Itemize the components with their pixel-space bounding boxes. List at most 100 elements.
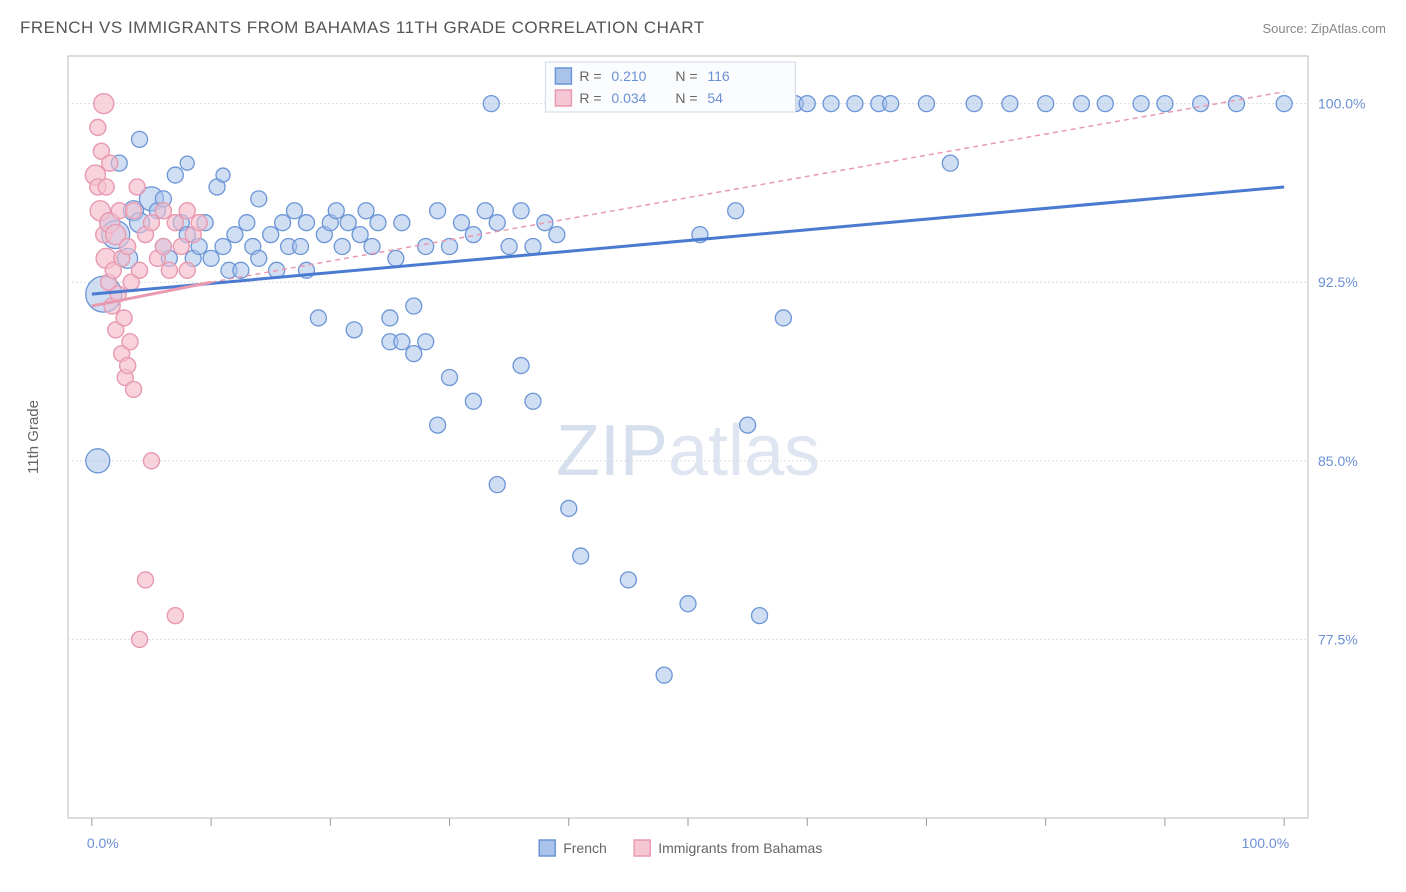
chart-area: 100.0%92.5%85.0%77.5%0.0%100.0%11th Grad… (20, 48, 1386, 878)
blue-point (489, 215, 505, 231)
blue-point (1193, 96, 1209, 112)
blue-point (620, 572, 636, 588)
blue-point (263, 227, 279, 243)
bottom-swatch-pink (634, 840, 650, 856)
legend-r-pink: 0.034 (611, 90, 646, 106)
y-tick-label: 100.0% (1318, 96, 1365, 112)
blue-point (573, 548, 589, 564)
blue-point (918, 96, 934, 112)
bottom-swatch-blue (539, 840, 555, 856)
blue-point (1002, 96, 1018, 112)
blue-point (364, 239, 380, 255)
legend-n-label: N = (675, 90, 697, 106)
blue-point (656, 667, 672, 683)
blue-point (287, 203, 303, 219)
blue-point (430, 203, 446, 219)
blue-point (394, 215, 410, 231)
blue-point (1276, 96, 1292, 112)
blue-point (275, 215, 291, 231)
legend-n-pink: 54 (707, 90, 723, 106)
pink-point (129, 179, 145, 195)
blue-point (216, 168, 230, 182)
pink-point (122, 334, 138, 350)
blue-point (388, 250, 404, 266)
pink-point (102, 155, 118, 171)
blue-point (293, 239, 309, 255)
pink-point (132, 262, 148, 278)
pink-point (94, 94, 114, 114)
pink-point (132, 631, 148, 647)
legend-swatch-blue (555, 68, 571, 84)
blue-point (418, 334, 434, 350)
blue-point (1133, 96, 1149, 112)
blue-point (203, 250, 219, 266)
blue-point (406, 298, 422, 314)
trend-line-pink-extrapolated (211, 92, 1284, 283)
x-max-label: 100.0% (1242, 835, 1289, 851)
pink-point (116, 310, 132, 326)
pink-point (138, 572, 154, 588)
pink-point (167, 608, 183, 624)
pink-point (126, 203, 142, 219)
pink-point (120, 358, 136, 374)
blue-point (406, 346, 422, 362)
y-tick-label: 77.5% (1318, 631, 1358, 647)
watermark: ZIPatlas (556, 411, 820, 491)
blue-point (352, 227, 368, 243)
blue-point (340, 215, 356, 231)
pink-point (126, 381, 142, 397)
blue-point (525, 393, 541, 409)
y-axis-label: 11th Grade (25, 400, 42, 474)
blue-point (561, 500, 577, 516)
blue-point (465, 393, 481, 409)
blue-point (310, 310, 326, 326)
blue-point (334, 239, 350, 255)
bottom-label-pink: Immigrants from Bahamas (658, 840, 822, 856)
blue-point (489, 477, 505, 493)
pink-point (179, 262, 195, 278)
pink-point (191, 215, 207, 231)
blue-point (1157, 96, 1173, 112)
blue-point (549, 227, 565, 243)
blue-point (215, 239, 231, 255)
pink-point (155, 203, 171, 219)
legend-r-label: R = (579, 90, 601, 106)
legend-n-label: N = (675, 68, 697, 84)
pink-point (111, 203, 127, 219)
blue-point (358, 203, 374, 219)
pink-point (90, 119, 106, 135)
blue-point (233, 262, 249, 278)
legend-n-blue: 116 (707, 68, 730, 84)
blue-point (680, 596, 696, 612)
blue-point (382, 310, 398, 326)
blue-point (501, 239, 517, 255)
blue-point (1073, 96, 1089, 112)
blue-point (370, 215, 386, 231)
blue-point (1097, 96, 1113, 112)
x-min-label: 0.0% (87, 835, 119, 851)
blue-point (752, 608, 768, 624)
blue-point (775, 310, 791, 326)
blue-point (513, 203, 529, 219)
legend-r-label: R = (579, 68, 601, 84)
blue-point (740, 417, 756, 433)
blue-point (430, 417, 446, 433)
blue-point (728, 203, 744, 219)
legend-r-blue: 0.210 (611, 68, 646, 84)
chart-source: Source: ZipAtlas.com (1262, 21, 1386, 36)
blue-point (180, 156, 194, 170)
pink-point (143, 215, 159, 231)
pink-point (98, 179, 114, 195)
blue-point (86, 449, 110, 473)
blue-point (799, 96, 815, 112)
blue-point (1038, 96, 1054, 112)
blue-point (483, 96, 499, 112)
blue-point (823, 96, 839, 112)
blue-point (251, 250, 267, 266)
blue-point (453, 215, 469, 231)
blue-point (942, 155, 958, 171)
blue-point (966, 96, 982, 112)
blue-point (298, 215, 314, 231)
blue-point (418, 239, 434, 255)
blue-point (513, 358, 529, 374)
